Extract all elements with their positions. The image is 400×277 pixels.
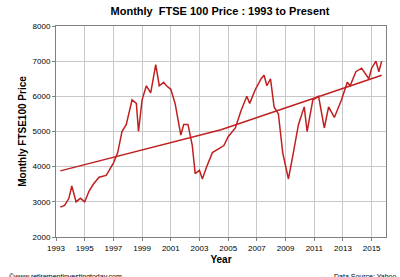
- svg-text:2013: 2013: [334, 244, 352, 253]
- svg-text:2011: 2011: [306, 244, 324, 253]
- svg-text:Monthly FTSE100 Price: Monthly FTSE100 Price: [17, 76, 28, 187]
- svg-text:3000: 3000: [33, 198, 51, 207]
- svg-text:2003: 2003: [191, 244, 209, 253]
- svg-text:2005: 2005: [219, 244, 237, 253]
- svg-text:7000: 7000: [33, 57, 51, 66]
- svg-text:1993: 1993: [47, 244, 65, 253]
- svg-text:2015: 2015: [363, 244, 381, 253]
- svg-text:Data Source: Yahoo: Data Source: Yahoo: [334, 273, 397, 277]
- svg-text:2000: 2000: [33, 233, 51, 242]
- svg-text:2001: 2001: [162, 244, 180, 253]
- svg-text:©www.retirementinvestingtoday.: ©www.retirementinvestingtoday.com: [9, 273, 122, 277]
- svg-text:1997: 1997: [104, 244, 122, 253]
- svg-text:Monthly FTSE 100 Price : 1993: Monthly FTSE 100 Price : 1993 to Present: [111, 5, 330, 17]
- svg-text:2007: 2007: [248, 244, 266, 253]
- svg-text:2009: 2009: [277, 244, 295, 253]
- svg-text:6000: 6000: [33, 92, 51, 101]
- svg-text:Year: Year: [210, 254, 231, 265]
- svg-text:8000: 8000: [33, 22, 51, 31]
- svg-text:1995: 1995: [76, 244, 94, 253]
- svg-text:1999: 1999: [133, 244, 151, 253]
- svg-text:5000: 5000: [33, 127, 51, 136]
- svg-text:4000: 4000: [33, 162, 51, 171]
